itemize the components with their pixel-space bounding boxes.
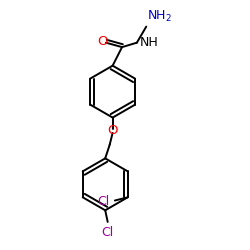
Text: Cl: Cl bbox=[97, 195, 109, 208]
Text: O: O bbox=[108, 124, 118, 137]
Text: O: O bbox=[98, 36, 108, 49]
Text: NH$_2$: NH$_2$ bbox=[147, 9, 172, 24]
Text: NH: NH bbox=[140, 36, 158, 49]
Text: Cl: Cl bbox=[102, 226, 114, 238]
